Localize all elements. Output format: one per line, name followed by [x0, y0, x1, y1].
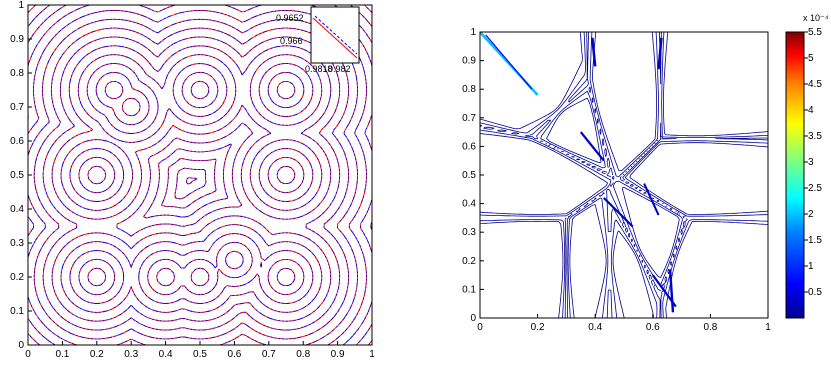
colorbar-tick-label: 3.5	[808, 131, 822, 142]
inset-frame	[310, 6, 360, 64]
inset-label-1: 0.9652	[276, 13, 304, 23]
right-x-tick-label: 0	[477, 322, 483, 333]
right-x-tick-label: 1	[765, 322, 771, 333]
right-y-tick-label: 1	[470, 27, 476, 38]
left-x-tick-label: 0.3	[124, 349, 138, 360]
colorbar: x 10⁻⁴ 0.5 1 1.5 2 2.5 3 3.5 4 4.5 5 5.5	[785, 13, 829, 319]
left-x-tick-label: 0.6	[227, 349, 241, 360]
left-y-tick-label: 0	[18, 340, 24, 351]
right-contour-plot: 0 0.2 0.4 0.6 0.8 1 0 0.1 0.2 0.3 0.4 0.5 0.6 0.7 0.8…	[462, 27, 771, 333]
contour-line	[78, 71, 305, 296]
right-y-tick-label: 0.8	[462, 84, 476, 95]
right-y-axis: 0 0.1 0.2 0.3 0.4 0.5 0.6 0.7 0.8 0.9 1	[462, 27, 484, 324]
colorbar-tick-label: 5	[808, 53, 814, 64]
right-x-tick-label: 0.8	[703, 322, 717, 333]
left-x-tick-label: 1	[369, 349, 375, 360]
right-x-tick-label: 0.4	[588, 322, 602, 333]
colorbar-tick-label: 5.5	[808, 27, 822, 38]
contour-line	[60, 54, 323, 313]
contour-line	[51, 45, 332, 322]
left-inset: 0.9652 0.966 0.9818 0.982	[276, 6, 360, 74]
inset-label-2: 0.966	[280, 36, 303, 46]
error-streak	[657, 37, 663, 70]
right-y-tick-label: 0.3	[462, 227, 476, 238]
left-x-tick-label: 0.2	[90, 349, 104, 360]
error-contour-line	[480, 32, 768, 318]
left-y-tick-label: 0.1	[10, 306, 24, 317]
error-streak	[668, 269, 675, 313]
right-y-tick-label: 0.6	[462, 141, 476, 152]
right-y-tick-label: 0.4	[462, 199, 476, 210]
error-streak	[591, 37, 597, 67]
error-contour-line	[480, 32, 768, 318]
inset-label-3: 0.9818	[305, 64, 333, 74]
error-contour-line	[480, 32, 768, 318]
inset-label-4: 0.982	[328, 64, 351, 74]
colorbar-tick-label: 4.5	[808, 79, 822, 90]
right-y-tick-label: 0	[470, 313, 476, 324]
left-x-tick-label: 0	[25, 349, 31, 360]
right-y-tick-label: 0.7	[462, 113, 476, 124]
contour-line	[28, 18, 359, 345]
error-streak	[485, 34, 533, 90]
error-streak	[603, 197, 634, 228]
right-x-tick-label: 0.2	[531, 322, 545, 333]
error-streak	[579, 131, 605, 162]
colorbar-gradient	[785, 31, 805, 319]
left-y-tick-label: 1	[18, 0, 24, 11]
right-y-tick-label: 0.5	[462, 170, 476, 181]
right-contour-lines	[480, 32, 768, 318]
right-x-tick-label: 0.6	[646, 322, 660, 333]
left-y-tick-label: 0.6	[10, 136, 24, 147]
left-x-tick-label: 0.8	[296, 349, 310, 360]
left-contour-lines	[28, 5, 372, 345]
left-contour-plot: 0 0.1 0.2 0.3 0.4 0.5 0.6 0.7 0.8 0.9 1 0 0.1 0.2 0.3…	[10, 0, 375, 360]
inset-red-line	[312, 17, 358, 59]
colorbar-tick-label: 2	[808, 209, 814, 220]
left-x-tick-label: 0.9	[331, 349, 345, 360]
left-y-tick-label: 0.5	[10, 170, 24, 181]
colorbar-tick-label: 1.5	[808, 235, 822, 246]
right-plot-background	[480, 32, 768, 318]
left-y-tick-label: 0.4	[10, 204, 24, 215]
left-x-tick-label: 0.5	[193, 349, 207, 360]
colorbar-ticks: 0.5 1 1.5 2 2.5 3 3.5 4 4.5 5 5.5	[804, 27, 822, 298]
colorbar-tick-label: 0.5	[808, 287, 822, 298]
colorbar-tick-label: 2.5	[808, 183, 822, 194]
error-streak	[643, 183, 660, 216]
left-y-tick-label: 0.7	[10, 102, 24, 113]
left-x-tick-label: 0.1	[55, 349, 69, 360]
left-y-tick-label: 0.2	[10, 272, 24, 283]
right-y-tick-label: 0.9	[462, 56, 476, 67]
inset-blue-line	[314, 15, 358, 55]
left-y-tick-label: 0.8	[10, 68, 24, 79]
right-y-tick-label: 0.2	[462, 256, 476, 267]
contour-line	[69, 63, 314, 304]
right-x-axis: 0 0.2 0.4 0.6 0.8 1	[477, 314, 771, 333]
contour-line	[87, 80, 296, 287]
right-y-tick-label: 0.1	[462, 284, 476, 295]
left-x-tick-label: 0.4	[159, 349, 173, 360]
left-y-axis: 0 0.1 0.2 0.3 0.4 0.5 0.6 0.7 0.8 0.9 1	[10, 0, 32, 351]
colorbar-tick-label: 1	[808, 261, 814, 272]
left-y-tick-label: 0.9	[10, 34, 24, 45]
left-x-tick-label: 0.7	[262, 349, 276, 360]
colorbar-tick-label: 3	[808, 157, 814, 168]
colorbar-tick-label: 4	[808, 105, 814, 116]
left-x-axis: 0 0.1 0.2 0.3 0.4 0.5 0.6 0.7 0.8 0.9 1	[25, 341, 375, 360]
contour-line	[33, 27, 350, 340]
colorbar-exponent: x 10⁻⁴	[803, 13, 829, 23]
contour-line	[42, 36, 341, 331]
left-y-tick-label: 0.3	[10, 238, 24, 249]
